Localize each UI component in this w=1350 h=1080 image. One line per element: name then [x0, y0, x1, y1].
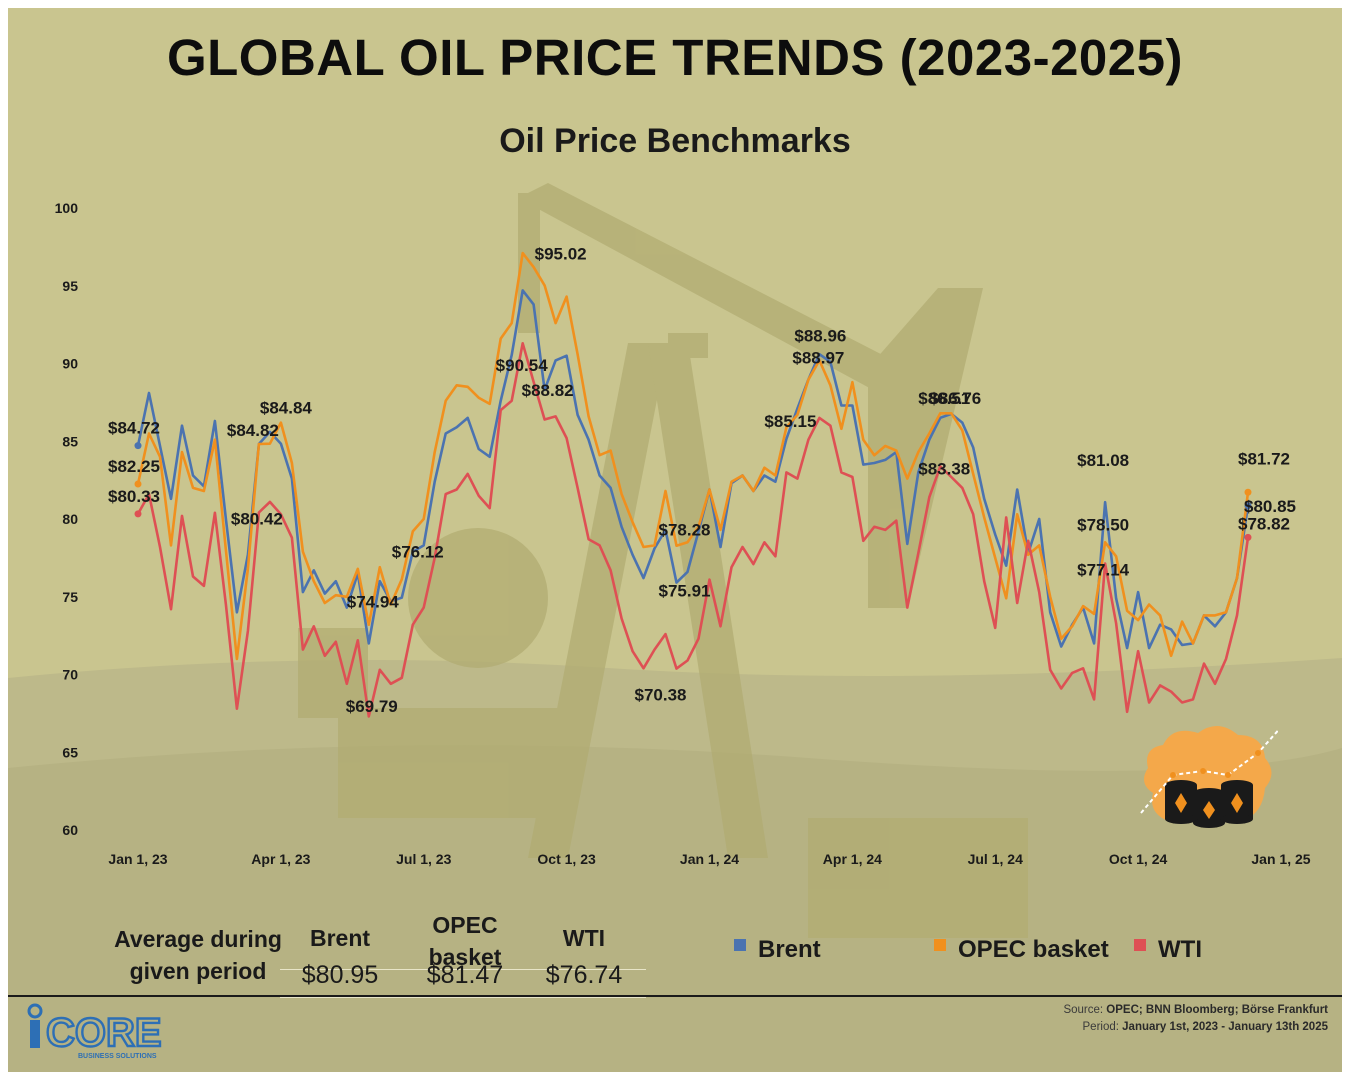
data-label-brent: $88.97	[792, 349, 844, 368]
data-label-brent: $85.15	[764, 412, 816, 431]
start-marker-brent	[134, 442, 142, 450]
main-title: GLOBAL OIL PRICE TRENDS (2023-2025)	[166, 29, 1184, 86]
x-tick-label: Oct 1, 23	[537, 851, 596, 867]
data-label-wti: $70.38	[635, 686, 687, 705]
data-label-brent: $81.08	[1077, 451, 1129, 470]
start-marker-opec-basket	[134, 480, 142, 488]
data-label-brent: $90.54	[496, 356, 549, 375]
opec-header: OPEC basket	[410, 909, 520, 973]
logo-tagline: BUSINESS SOLUTIONS	[78, 1053, 157, 1060]
x-tick-label: Jan 1, 25	[1251, 851, 1310, 867]
series-line-wti	[136, 341, 1250, 718]
end-marker-wti	[1244, 533, 1252, 541]
legend-item-wti: WTI	[1134, 936, 1202, 964]
opec-header-line2: basket	[428, 944, 502, 970]
data-label-brent: $84.82	[227, 421, 279, 440]
legend-item-opec: OPEC basket	[934, 936, 1109, 964]
data-label-brent: $86.51	[918, 389, 970, 408]
data-label-wti: $69.79	[346, 697, 398, 716]
data-label-wti: $80.42	[231, 509, 283, 528]
data-label-opec-basket: $82.25	[108, 457, 160, 476]
data-label-opec-basket: $78.28	[659, 521, 711, 540]
x-tick-label: Apr 1, 24	[823, 851, 882, 867]
legend-swatch-wti	[1134, 938, 1146, 951]
x-tick-label: Apr 1, 23	[251, 851, 310, 867]
y-tick-label: 75	[62, 589, 78, 605]
period-label: Period:	[1082, 1021, 1119, 1033]
averages-table: Average during given period Brent OPEC b…	[98, 903, 658, 998]
end-marker-opec-basket	[1244, 488, 1252, 496]
data-label-wti: $78.82	[1238, 514, 1290, 533]
opec-header-line1: OPEC	[432, 912, 498, 938]
brent-average: $80.95	[301, 961, 379, 989]
legend-item-brent: Brent	[734, 936, 821, 964]
infographic-frame: GLOBAL OIL PRICE TRENDS (2023-2025) Oil …	[8, 8, 1342, 1072]
table-rule-bottom	[280, 997, 646, 998]
period-text: January 1st, 2023 - January 13th 2025	[1122, 1021, 1328, 1033]
y-tick-label: 90	[62, 356, 78, 372]
end-marker-brent	[1244, 502, 1252, 510]
y-tick-label: 100	[55, 200, 79, 216]
data-label-wti: $88.82	[522, 381, 574, 400]
legend-label-brent: Brent	[758, 936, 821, 963]
y-axis-ticks: 60 65 70 75 80 85 90 95 100	[55, 200, 79, 838]
data-label-wti: $80.33	[108, 487, 160, 506]
series-lines	[134, 251, 1252, 718]
data-label-opec-basket: $76.12	[392, 542, 444, 561]
source-label: Source:	[1063, 1004, 1104, 1016]
data-label-brent: $86.76	[929, 389, 981, 408]
y-tick-label: 95	[62, 278, 78, 294]
data-label-opec-basket: $81.72	[1238, 449, 1290, 468]
y-tick-label: 85	[62, 433, 78, 449]
chart-title: Oil Price Benchmarks	[499, 122, 851, 160]
x-tick-label: Jul 1, 24	[968, 851, 1023, 867]
data-label-opec-basket: $95.02	[535, 244, 587, 263]
averages-row-label-line2: given period	[129, 958, 267, 984]
oil-barrels-icon	[1140, 725, 1278, 828]
x-tick-label: Oct 1, 24	[1109, 851, 1168, 867]
data-label-opec-basket: $84.84	[260, 399, 313, 418]
averages-row-label: Average during given period	[98, 923, 298, 987]
legend-label-opec: OPEC basket	[958, 936, 1109, 963]
y-tick-label: 80	[62, 511, 78, 527]
data-label-brent: $80.85	[1244, 497, 1296, 516]
x-axis-ticks: Jan 1, 23 Apr 1, 23 Jul 1, 23 Oct 1, 23 Jan …	[108, 851, 1310, 867]
wti-header: WTI	[562, 925, 606, 951]
wti-average: $76.74	[545, 961, 623, 989]
footer-divider	[8, 995, 1342, 997]
source-text: OPEC; BNN Bloomberg; Börse Frankfurt	[1106, 1004, 1328, 1016]
data-labels: $84.72 $82.25 $80.33 $84.84 $84.82 $80.42 $76.…	[108, 244, 1296, 715]
data-label-brent: $75.91	[659, 582, 711, 601]
opec-average: $81.47	[426, 961, 504, 989]
table-rule-top	[280, 969, 646, 970]
logo-wordmark: CORE	[46, 1011, 162, 1055]
averages-row-label-line1: Average during	[114, 926, 282, 952]
y-tick-label: 65	[62, 744, 78, 760]
icore-logo: CORE BUSINESS SOLUTIONS	[27, 1003, 163, 1060]
data-label-brent: $74.94	[347, 593, 400, 612]
data-label-wti: $83.38	[918, 459, 970, 478]
y-tick-label: 60	[62, 822, 78, 838]
x-tick-label: Jan 1, 23	[108, 851, 167, 867]
source-note: Source: OPEC; BNN Bloomberg; Börse Frank…	[1063, 1002, 1328, 1036]
data-label-opec-basket: $88.96	[794, 327, 846, 346]
x-tick-label: Jan 1, 24	[680, 851, 739, 867]
y-tick-label: 70	[62, 667, 78, 683]
x-tick-label: Jul 1, 23	[396, 851, 451, 867]
legend-swatch-opec	[934, 938, 946, 951]
series-line-opec-basket	[136, 251, 1250, 661]
legend-label-wti: WTI	[1158, 936, 1202, 963]
start-marker-wti	[134, 510, 142, 518]
data-label-opec-basket: $78.50	[1077, 515, 1129, 534]
line-chart: 60 65 70 75 80 85 90 95 100 Jan 1, 23 Apr 1, 23 Ju…	[55, 200, 1311, 867]
series-line-brent	[136, 289, 1250, 650]
brent-header: Brent	[309, 925, 371, 951]
data-label-wti: $77.14	[1077, 560, 1130, 579]
legend-swatch-brent	[734, 938, 746, 951]
background-pumpjack-illustration	[8, 8, 1342, 1072]
data-label-brent: $84.72	[108, 419, 160, 438]
